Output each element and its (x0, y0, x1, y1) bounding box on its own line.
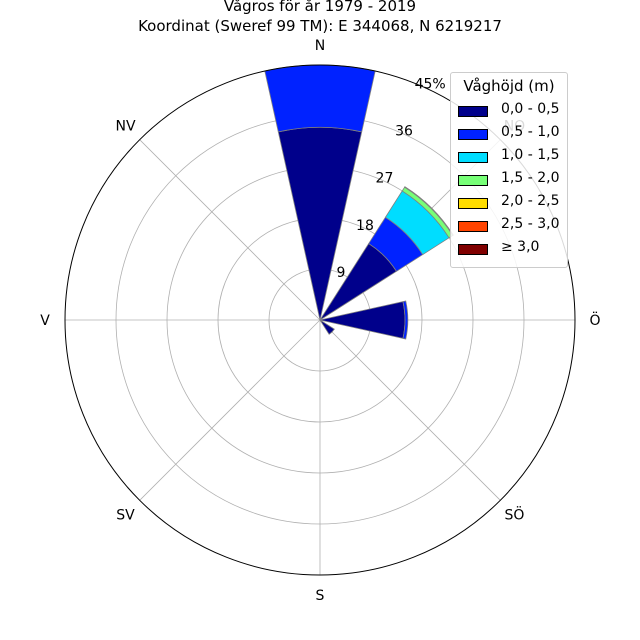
legend-label: 1,0 - 1,5 (501, 147, 560, 163)
legend-label: ≥ 3,0 (501, 239, 540, 255)
legend-label: 0,5 - 1,0 (501, 124, 560, 140)
legend-swatch (458, 175, 488, 186)
radial-tick-label: 45% (415, 76, 446, 92)
chart-title: Vågros för år 1979 - 2019 (223, 0, 417, 15)
direction-label: Ö (589, 311, 600, 329)
legend-swatch (458, 152, 488, 163)
legend-label: 2,0 - 2,5 (501, 193, 560, 209)
direction-label: N (315, 38, 325, 54)
direction-label: NV (116, 119, 136, 135)
direction-label: SÖ (505, 505, 525, 523)
radial-tick-label: 9 (337, 265, 346, 281)
legend-label: 0,0 - 0,5 (501, 101, 560, 117)
legend-title: Våghöjd (m) (463, 77, 555, 95)
legend-swatch (458, 244, 488, 255)
legend-swatch (458, 129, 488, 140)
rose-segment (402, 300, 409, 340)
radial-tick-label: 27 (376, 171, 394, 187)
radial-tick-label: 36 (395, 124, 413, 140)
chart-subtitle: Koordinat (Sweref 99 TM): E 344068, N 62… (138, 17, 502, 35)
legend-swatch (458, 221, 488, 232)
legend-swatch (458, 198, 488, 209)
legend-label: 2,5 - 3,0 (501, 216, 560, 232)
legend-label: 1,5 - 2,0 (501, 170, 560, 186)
rose-segment (264, 64, 376, 133)
radial-tick-label: 18 (356, 218, 374, 234)
direction-label: S (316, 588, 325, 604)
polar-frame (64, 64, 576, 576)
legend-swatch (458, 106, 488, 117)
direction-label: V (40, 313, 50, 329)
direction-label: SV (116, 507, 135, 523)
legend: Våghöjd (m) 0,0 - 0,5 0,5 - 1,0 1,0 - 1,… (450, 72, 568, 268)
angular-gridline (139, 319, 321, 501)
angular-gridline (139, 139, 321, 321)
angular-gridline (319, 319, 501, 501)
rose-segment (319, 319, 335, 335)
